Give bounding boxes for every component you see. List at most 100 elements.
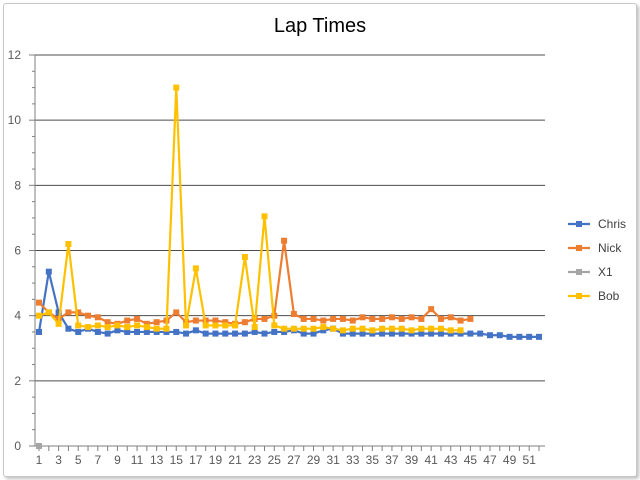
data-point [251,324,258,331]
data-point [55,309,62,316]
data-point [437,325,444,332]
data-point [153,319,160,326]
x-tick-label: 25 [268,453,282,467]
gridlines [35,54,545,382]
legend-item-chris: Chris [568,217,626,231]
y-tick-label: 6 [14,244,21,258]
y-tick-labels: 0 2 4 6 8 10 12 [8,48,22,453]
data-point [85,324,92,331]
data-point [330,325,337,332]
data-point [241,254,248,261]
x-tick-label: 9 [114,453,121,467]
data-point [36,328,42,335]
data-point [173,328,180,335]
data-point [261,315,268,322]
data-point [379,315,386,322]
data-point [114,327,121,334]
data-point [320,324,327,331]
data-point [143,328,150,335]
data-point [134,322,141,329]
legend-swatch-marker [576,269,582,275]
data-point [457,330,464,337]
data-point [153,325,160,332]
data-point [398,330,405,337]
data-point [408,330,415,337]
x-tick-label: 41 [424,453,438,467]
data-point [45,268,52,275]
data-point [124,317,131,324]
chart-title: Lap Times [274,15,366,37]
legend-label: X1 [598,265,613,279]
data-point [379,330,386,337]
data-point [447,314,454,321]
data-point [369,327,376,334]
data-point [300,330,307,337]
data-point [75,309,82,316]
legend-swatch-marker [576,293,582,299]
data-point [124,328,131,335]
data-point [143,324,150,331]
data-point [379,325,386,332]
data-point [457,317,464,324]
x-tick-label: 37 [385,453,399,467]
data-point [408,327,415,334]
data-point [320,327,327,334]
data-point [94,328,101,335]
data-point [388,330,395,337]
data-point [330,315,337,322]
data-point [526,333,533,340]
data-point [232,330,239,337]
data-point [104,319,111,326]
data-point [75,328,82,335]
data-point [408,314,415,321]
chart-frame [3,3,637,477]
data-point [85,312,92,319]
x-tick-label: 15 [170,453,184,467]
data-point [55,320,62,327]
data-point [428,330,435,337]
data-point [94,314,101,321]
data-point [467,315,474,322]
legend-label: Bob [598,289,620,303]
data-point [36,443,42,449]
x-tick-label: 27 [287,453,301,467]
y-tick-label: 12 [8,48,22,62]
data-point [290,311,297,318]
data-point [202,330,209,337]
data-point [163,325,170,332]
legend-label: Nick [598,241,622,255]
data-point [281,328,288,335]
series-layer [36,84,542,449]
y-tick-label: 2 [14,374,21,388]
data-point [310,330,317,337]
data-point [212,322,219,329]
data-point [36,312,42,319]
x-tick-label: 3 [55,453,62,467]
data-point [75,322,82,329]
data-point [65,325,72,332]
data-point [104,330,111,337]
data-point [310,325,317,332]
data-point [428,325,435,332]
series-line-bob [38,86,461,332]
data-point [192,327,199,334]
data-point [232,322,239,329]
x-tick-label: 43 [444,453,458,467]
data-point [241,319,248,326]
data-point [418,315,425,322]
data-point [418,325,425,332]
data-point [477,330,484,337]
data-point [153,328,160,335]
data-point [369,330,376,337]
data-point [202,322,209,329]
data-point [349,325,356,332]
legend-swatch-marker [576,221,582,227]
data-point [359,325,366,332]
data-point [467,330,474,337]
data-point [457,327,464,334]
data-point [428,306,435,313]
data-point [222,322,229,329]
data-point [281,237,288,244]
data-point [486,332,493,339]
